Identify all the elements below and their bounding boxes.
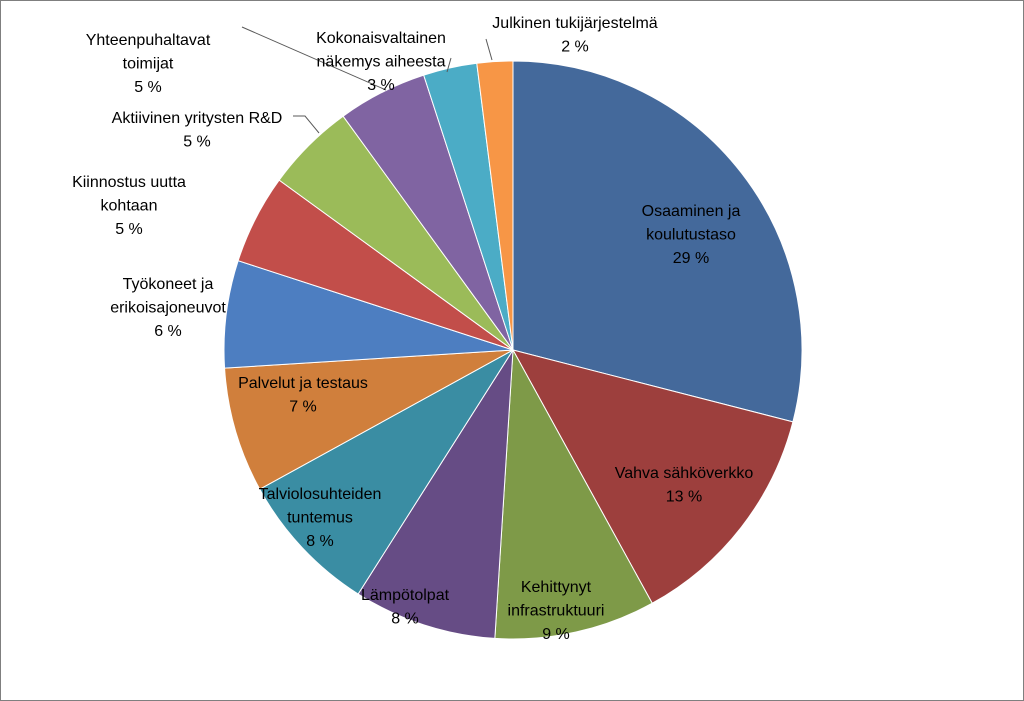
slice-value-label: 5 % <box>115 221 143 238</box>
pie-slices <box>223 60 803 640</box>
slice-value-label: 29 % <box>673 250 709 267</box>
leader-lines <box>241 26 493 134</box>
slice-value-label: 8 % <box>306 533 334 550</box>
slice-name-label: Vahva sähköverkko <box>615 465 754 482</box>
pie-slice-1 <box>512 60 803 423</box>
pie-slice-12 <box>476 60 514 351</box>
slice-value-label: 7 % <box>289 399 317 416</box>
leader-line-9 <box>293 115 320 134</box>
slice-label-9: Aktiivinen yritysten R&D 5 % <box>112 110 283 151</box>
slice-value-label: 2 % <box>561 39 589 56</box>
slice-name-label: koulutustaso <box>646 227 736 244</box>
slice-name-label: erikoisajoneuvot <box>110 300 226 317</box>
slice-value-label: 8 % <box>391 611 419 628</box>
slice-label-8: Kiinnostus uutta kohtaan 5 % <box>72 174 186 238</box>
slice-name-label: tuntemus <box>287 510 353 527</box>
slice-labels: Osaaminen ja koulutustaso 29 % Vahva sähköv… <box>72 15 753 643</box>
pie-slice-6 <box>224 349 514 490</box>
slice-name-label: Työkoneet ja <box>123 276 214 293</box>
slice-name-label: näkemys aiheesta <box>317 54 446 71</box>
slice-label-3: Kehittynyt infrastruktuuri 9 % <box>508 579 605 643</box>
slice-name-label: Kokonaisvaltainen <box>316 30 446 47</box>
slice-value-label: 9 % <box>542 626 570 643</box>
slice-label-2: Vahva sähköverkko 13 % <box>615 465 754 506</box>
slice-name-label: Kiinnostus uutta <box>72 174 186 191</box>
slice-value-label: 6 % <box>154 323 182 340</box>
slice-value-label: 5 % <box>183 134 211 151</box>
slice-name-label: Talviolosuhteiden <box>259 486 382 503</box>
slice-name-label: Osaaminen ja <box>642 203 741 220</box>
leader-line-11 <box>446 57 452 73</box>
slice-name-label: Lämpötolpat <box>361 587 450 604</box>
slice-value-label: 3 % <box>367 77 395 94</box>
slice-name-label: kohtaan <box>101 198 158 215</box>
slice-name-label: Palvelut ja testaus <box>238 375 368 392</box>
pie-slice-5 <box>259 349 514 595</box>
pie-slice-2 <box>512 349 794 604</box>
slice-label-10: Yhteenpuhaltavat toimijat 5 % <box>86 32 211 96</box>
slice-name-label: Kehittynyt <box>521 579 592 596</box>
slice-label-6: Palvelut ja testaus 7 % <box>238 375 368 416</box>
slice-name-label: infrastruktuuri <box>508 603 605 620</box>
pie-slice-4 <box>357 349 514 639</box>
slice-name-label: Julkinen tukijärjestelmä <box>492 15 658 32</box>
leader-line-12 <box>485 38 493 61</box>
slice-label-12: Julkinen tukijärjestelmä 2 % <box>492 15 658 56</box>
slice-label-1: Osaaminen ja koulutustaso 29 % <box>642 203 741 267</box>
slice-label-11: Kokonaisvaltainen näkemys aiheesta 3 % <box>316 30 446 94</box>
slice-name-label: toimijat <box>123 56 174 73</box>
pie-slice-3 <box>494 348 653 640</box>
slice-name-label: Aktiivinen yritysten R&D <box>112 110 283 127</box>
leader-line-10 <box>241 26 387 91</box>
slice-value-label: 13 % <box>666 489 702 506</box>
slice-value-label: 5 % <box>134 79 162 96</box>
slice-label-5: Talviolosuhteiden tuntemus 8 % <box>259 486 382 550</box>
slice-name-label: Yhteenpuhaltavat <box>86 32 211 49</box>
slice-label-7: Työkoneet ja erikoisajoneuvot 6 % <box>110 276 226 340</box>
slice-label-4: Lämpötolpat 8 % <box>361 587 450 628</box>
